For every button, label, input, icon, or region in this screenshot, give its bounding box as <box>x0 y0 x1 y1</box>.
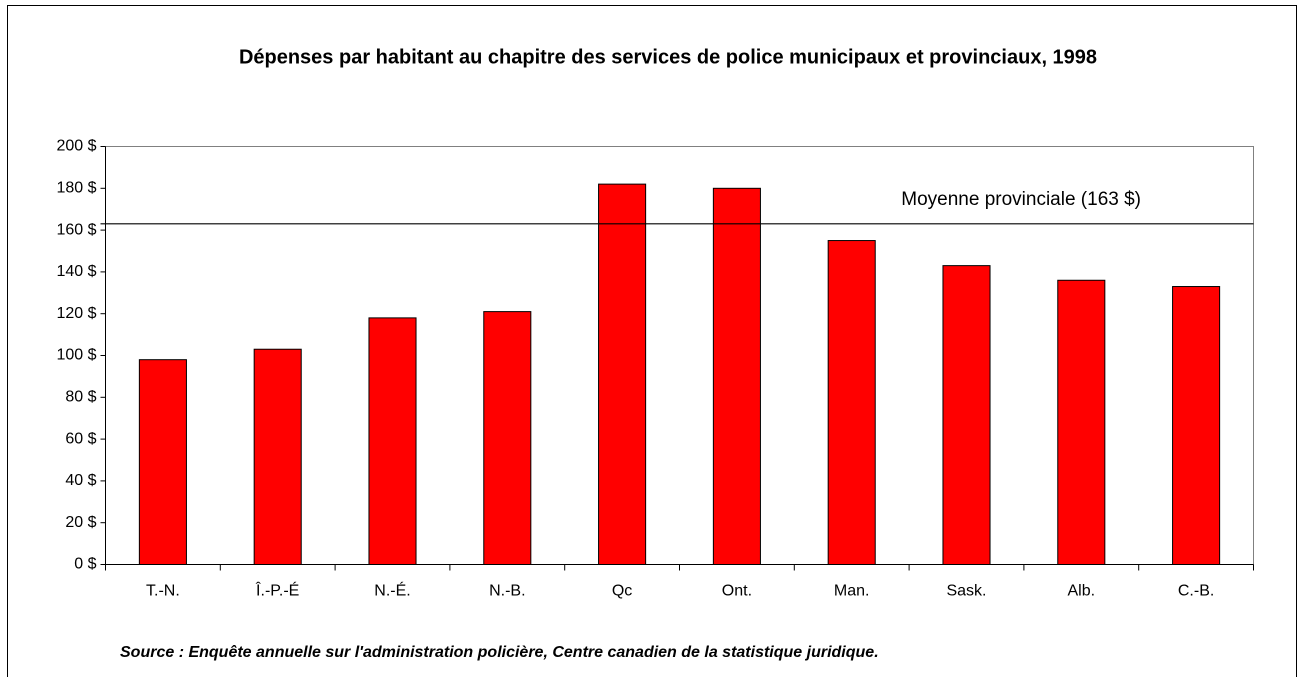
bar <box>712 187 761 566</box>
bar <box>483 311 532 565</box>
x-tick-label: Alb. <box>1068 583 1096 600</box>
bar <box>253 348 302 566</box>
bar <box>138 359 187 565</box>
bar <box>827 240 876 566</box>
bar <box>1172 286 1221 565</box>
bar <box>942 265 991 565</box>
y-tick-label: 120 $ <box>56 305 96 322</box>
bar <box>368 317 417 565</box>
y-tick-label: 180 $ <box>56 180 96 197</box>
y-tick-label: 60 $ <box>65 430 96 447</box>
bar <box>1057 279 1106 565</box>
y-tick-label: 100 $ <box>56 347 96 364</box>
x-tick-label: Î.-P.-É <box>255 581 299 600</box>
x-tick-label: Ont. <box>722 583 752 600</box>
y-tick-label: 0 $ <box>74 556 96 573</box>
y-tick-label: 140 $ <box>56 263 96 280</box>
x-tick-label: N.-B. <box>489 583 525 600</box>
y-tick-label: 80 $ <box>65 389 96 406</box>
x-tick-label: Qc <box>612 583 632 600</box>
chart-title: Dépenses par habitant au chapitre des se… <box>239 46 1097 68</box>
y-tick-label: 160 $ <box>56 221 96 238</box>
source-note: Source : Enquête annuelle sur l'administ… <box>120 644 879 661</box>
bar <box>598 183 647 565</box>
x-tick-label: Sask. <box>946 583 986 600</box>
y-tick-label: 20 $ <box>65 514 96 531</box>
x-tick-label: N.-É. <box>374 581 410 600</box>
x-tick-label: T.-N. <box>146 583 180 600</box>
y-tick-label: 40 $ <box>65 472 96 489</box>
y-tick-label: 200 $ <box>56 138 96 155</box>
x-tick-label: Man. <box>834 583 870 600</box>
x-tick-label: C.-B. <box>1178 583 1214 600</box>
reference-label: Moyenne provinciale (163 $) <box>901 189 1141 210</box>
